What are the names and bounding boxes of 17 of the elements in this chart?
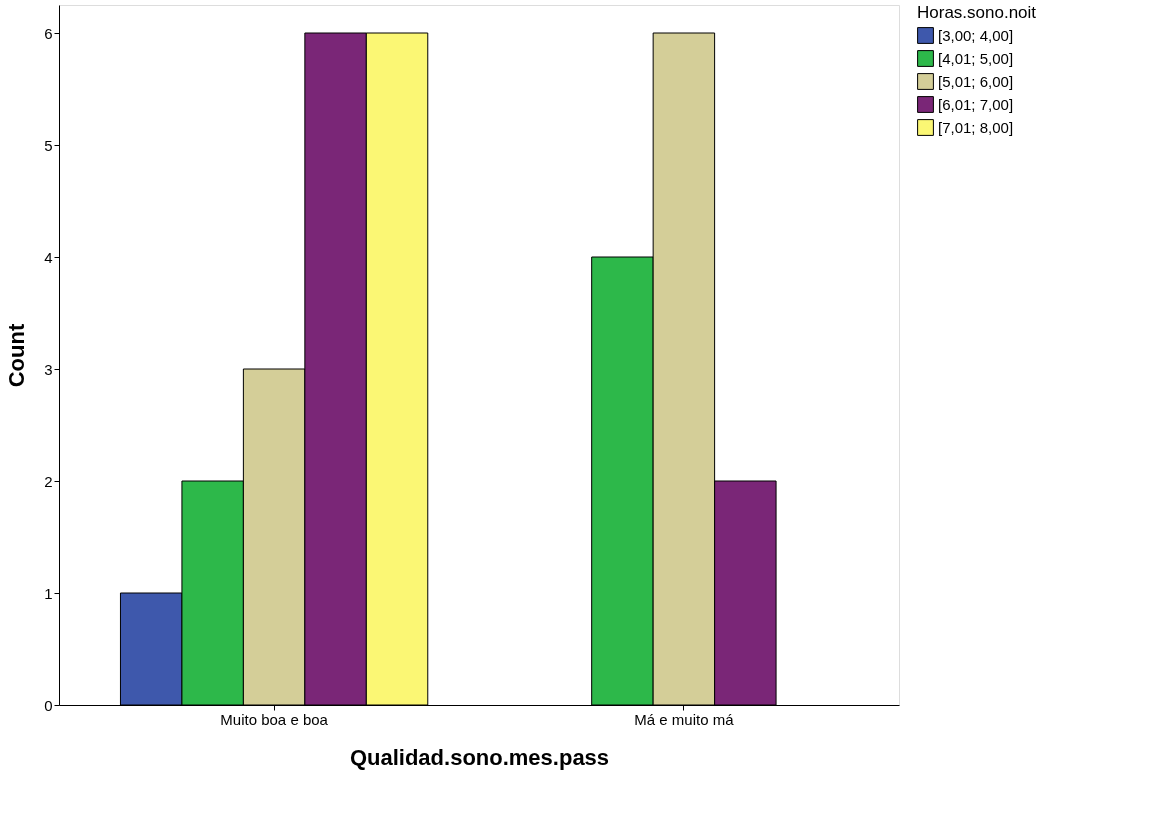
legend-label: [6,01; 7,00] <box>938 95 1014 113</box>
y-tick-label: 1 <box>44 584 53 602</box>
y-tick-label: 2 <box>44 472 53 490</box>
y-tick-label: 6 <box>44 24 53 42</box>
x-tick-label: Má e muito má <box>634 710 735 728</box>
legend-label: [3,00; 4,00] <box>938 26 1014 44</box>
legend-label: [7,01; 8,00] <box>938 118 1014 136</box>
y-axis-title: Count <box>4 323 30 388</box>
legend-label: [4,01; 5,00] <box>938 49 1014 67</box>
legend-title: Horas.sono.noit <box>917 3 1037 22</box>
y-tick-label: 0 <box>44 696 53 714</box>
legend-label: [5,01; 6,00] <box>938 72 1014 90</box>
x-axis-title: Qualidad.sono.mes.pass <box>349 744 610 770</box>
x-tick-label: Muito boa e boa <box>220 710 329 728</box>
y-tick-label: 5 <box>44 136 53 154</box>
y-tick-label: 4 <box>44 248 53 266</box>
y-tick-label: 3 <box>44 360 53 378</box>
